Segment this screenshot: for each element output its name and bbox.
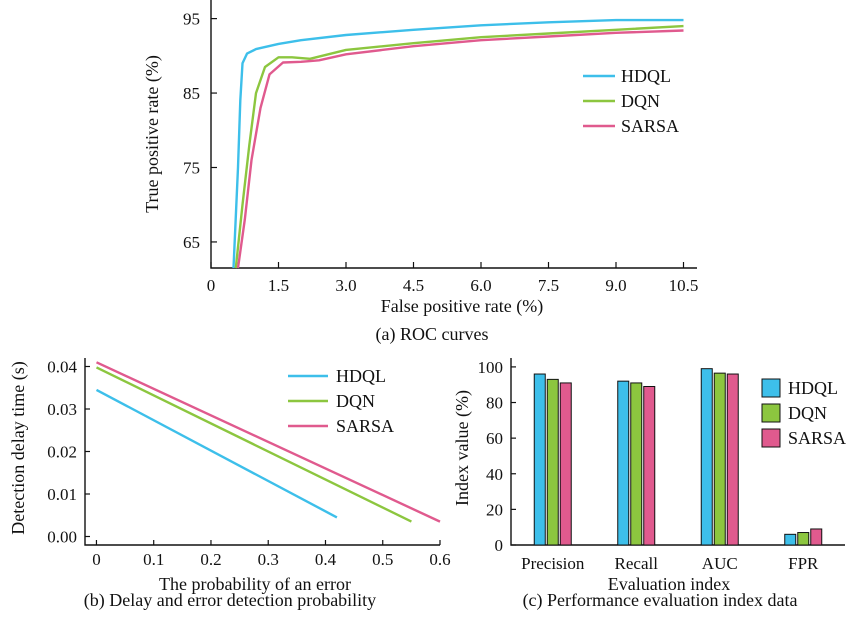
delay-series-dqn	[95, 366, 412, 523]
roc-x-tick-label: 9.0	[605, 276, 626, 295]
perf-legend-swatch	[761, 428, 781, 448]
perf-x-axis-label: Evaluation index	[608, 574, 730, 594]
delay-x-tick-label: 0.2	[200, 550, 221, 569]
roc-chart: 0 1.5 3.0 4.5 6.0 7.5 9.0 10.5 65 75 85 95 HDQL DQN SA…	[142, 0, 698, 345]
delay-legend-label: HDQL	[336, 366, 386, 386]
perf-y-tick-label: 100	[478, 358, 504, 377]
delay-series-hdql	[95, 388, 338, 519]
perf-legend-label: SARSA	[788, 428, 846, 448]
perf-bar-hdql-recall	[617, 380, 630, 546]
perf-legend-swatch	[761, 403, 781, 423]
perf-y-tick-label: 80	[486, 394, 503, 413]
perf-bar-sarsa-recall	[643, 385, 656, 546]
delay-y-tick-label: 0.04	[47, 358, 77, 377]
perf-bar-hdql-fpr	[784, 533, 797, 546]
delay-axes	[84, 358, 440, 546]
roc-y-tick-label: 85	[183, 84, 200, 103]
perf-y-tick-label: 40	[486, 465, 503, 484]
delay-y-axis-label: Detection delay time (s)	[8, 361, 29, 534]
roc-x-tick-label: 3.0	[335, 276, 356, 295]
roc-legend-label: HDQL	[621, 66, 671, 86]
roc-x-tick-label: 1.5	[268, 276, 289, 295]
perf-legend-swatch	[761, 378, 781, 398]
delay-y-tick-label: 0.02	[47, 443, 77, 462]
perf-y-tick-label: 20	[486, 500, 503, 519]
roc-x-tick-label: 7.5	[538, 276, 559, 295]
roc-x-tick-label: 0	[207, 276, 216, 295]
roc-x-axis-label: False positive rate (%)	[381, 296, 543, 317]
perf-chart: 0 20 40 60 80 100 Precision Recall AUC FPR HDQL DQN…	[452, 358, 846, 611]
delay-legend-label: SARSA	[336, 416, 394, 436]
perf-category-label: Recall	[615, 554, 659, 573]
delay-caption: (b) Delay and error detection probabilit…	[84, 590, 376, 611]
perf-y-tick-label: 60	[486, 429, 503, 448]
perf-category-label: AUC	[702, 554, 738, 573]
roc-x-tick-label: 4.5	[403, 276, 424, 295]
roc-y-tick-label: 65	[183, 233, 200, 252]
perf-bar-hdql-precision	[533, 373, 546, 546]
roc-legend-label: DQN	[621, 91, 660, 111]
roc-series-sarsa	[236, 29, 684, 269]
perf-category-label: FPR	[788, 554, 819, 573]
roc-x-tick-label: 10.5	[669, 276, 699, 295]
perf-y-axis-label: Index value (%)	[452, 390, 473, 506]
roc-caption: (a) ROC curves	[376, 324, 489, 345]
delay-x-tick-label: 0.1	[143, 550, 164, 569]
delay-x-tick-label: 0.4	[315, 550, 337, 569]
perf-bar-sarsa-precision	[559, 382, 572, 546]
roc-series-dqn	[234, 24, 684, 269]
perf-bar-dqn-recall	[630, 382, 643, 546]
delay-x-tick-label: 0.3	[258, 550, 279, 569]
perf-bar-hdql-auc	[700, 368, 713, 546]
delay-series-sarsa	[95, 361, 441, 523]
perf-bar-sarsa-auc	[726, 373, 739, 546]
perf-legend-label: HDQL	[788, 378, 838, 398]
perf-bar-dqn-precision	[546, 378, 559, 546]
perf-bar-dqn-auc	[713, 372, 726, 546]
roc-x-tick-label: 6.0	[470, 276, 491, 295]
perf-caption: (c) Performance evaluation index data	[523, 590, 798, 611]
delay-x-tick-label: 0	[92, 550, 101, 569]
perf-bar-sarsa-fpr	[810, 528, 823, 546]
perf-bar-dqn-fpr	[797, 532, 810, 546]
delay-y-tick-label: 0.01	[47, 485, 77, 504]
roc-y-tick-label: 75	[183, 159, 200, 178]
perf-category-label: Precision	[521, 554, 585, 573]
delay-y-tick-label: 0.03	[47, 400, 77, 419]
delay-x-tick-label: 0.5	[372, 550, 393, 569]
perf-y-tick-label: 0	[495, 536, 504, 555]
perf-legend-label: DQN	[788, 403, 827, 423]
roc-y-tick-label: 95	[183, 10, 200, 29]
roc-legend-label: SARSA	[621, 116, 679, 136]
delay-x-axis-label: The probability of an error	[159, 574, 351, 594]
delay-legend-label: DQN	[336, 391, 375, 411]
delay-x-tick-label: 0.6	[429, 550, 450, 569]
roc-y-axis-label: True positive rate (%)	[142, 55, 163, 213]
delay-chart: 0 0.1 0.2 0.3 0.4 0.5 0.6 0.00 0.01 0.02 0.03 0.04 H…	[8, 358, 451, 612]
roc-series-hdql	[232, 18, 684, 269]
delay-y-tick-label: 0.00	[47, 528, 77, 547]
